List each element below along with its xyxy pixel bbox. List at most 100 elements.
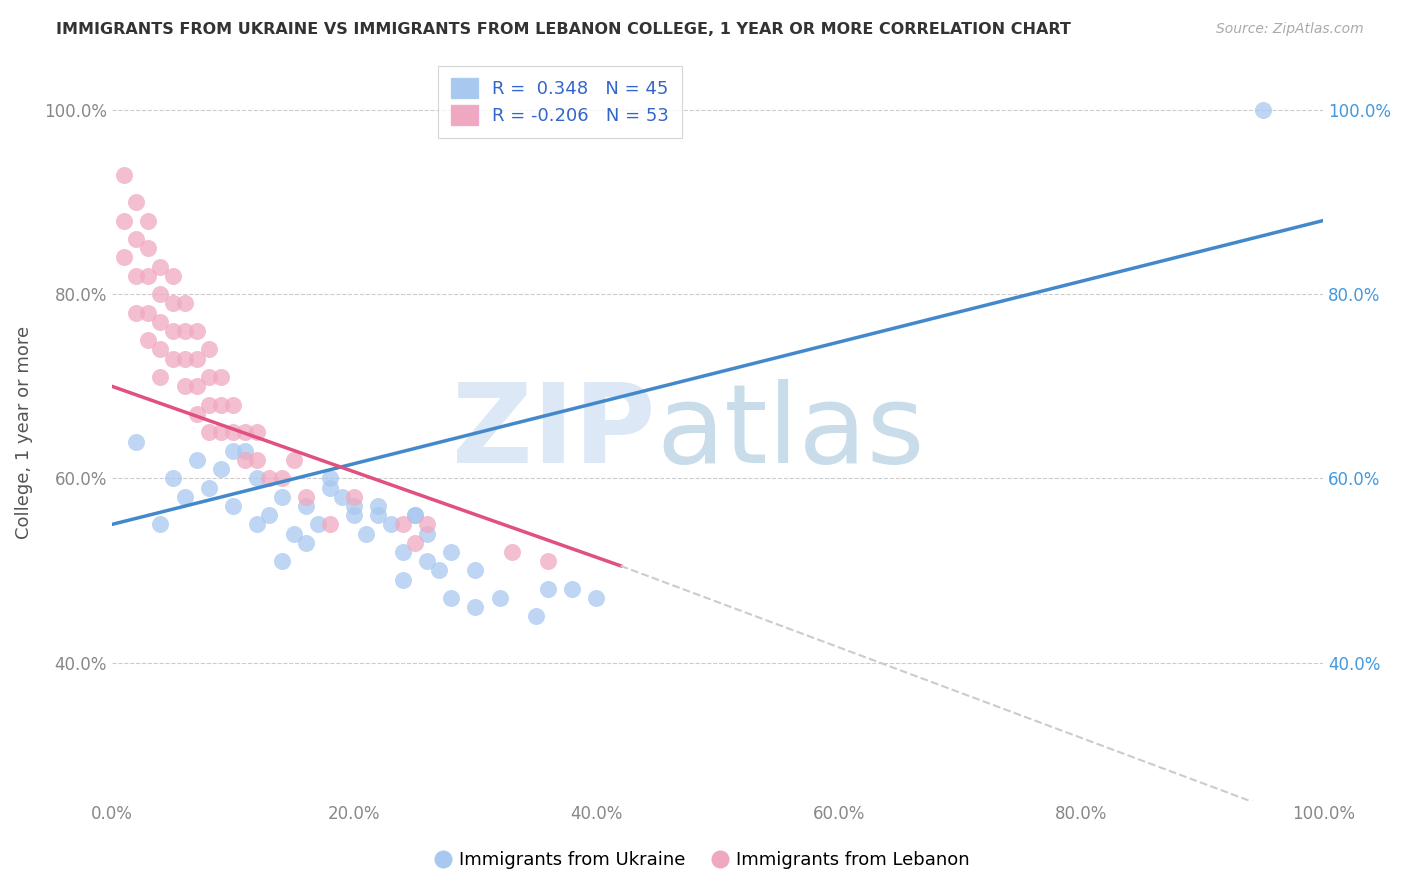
Point [198, 481, 221, 495]
Point [136, 213, 159, 227]
Point [125, 434, 148, 449]
Point [294, 490, 316, 504]
Point [198, 425, 221, 440]
Point [125, 232, 148, 246]
Point [112, 213, 135, 227]
Point [330, 490, 353, 504]
Point [149, 343, 172, 357]
Point [319, 481, 342, 495]
Point [246, 471, 269, 485]
Point [125, 268, 148, 283]
Point [319, 471, 342, 485]
Point [246, 453, 269, 467]
Point [136, 306, 159, 320]
Text: ZIP: ZIP [453, 379, 655, 486]
Point [125, 195, 148, 210]
Point [294, 536, 316, 550]
Point [440, 545, 463, 559]
Y-axis label: College, 1 year or more: College, 1 year or more [15, 326, 32, 539]
Point [198, 370, 221, 384]
Point [222, 499, 245, 513]
Text: IMMIGRANTS FROM UKRAINE VS IMMIGRANTS FROM LEBANON COLLEGE, 1 YEAR OR MORE CORRE: IMMIGRANTS FROM UKRAINE VS IMMIGRANTS FR… [56, 22, 1071, 37]
Point [501, 545, 523, 559]
Point [391, 517, 413, 532]
Point [125, 306, 148, 320]
Point [259, 471, 281, 485]
Point [380, 517, 402, 532]
Text: Source: ZipAtlas.com: Source: ZipAtlas.com [1216, 22, 1364, 37]
Text: atlas: atlas [657, 379, 925, 486]
Point [186, 453, 208, 467]
Point [416, 554, 439, 568]
Point [209, 425, 232, 440]
Point [162, 296, 184, 310]
Point [186, 407, 208, 421]
Point [112, 251, 135, 265]
Point [149, 517, 172, 532]
Point [464, 564, 486, 578]
Point [136, 241, 159, 255]
Point [294, 499, 316, 513]
Point [307, 517, 329, 532]
Point [270, 471, 292, 485]
Point [149, 260, 172, 274]
Point [404, 536, 426, 550]
Point [222, 443, 245, 458]
Point [404, 508, 426, 523]
Point [136, 268, 159, 283]
Point [356, 526, 378, 541]
Point [270, 490, 292, 504]
Point [173, 324, 195, 338]
Point [427, 564, 450, 578]
Point [585, 591, 607, 605]
Point [136, 333, 159, 347]
Point [537, 554, 560, 568]
Point [391, 573, 413, 587]
Point [1251, 103, 1274, 117]
Point [561, 582, 583, 596]
Point [233, 443, 256, 458]
Point [186, 379, 208, 393]
Point [162, 471, 184, 485]
Point [319, 517, 342, 532]
Point [173, 490, 195, 504]
Point [367, 508, 389, 523]
Point [391, 545, 413, 559]
Point [440, 591, 463, 605]
Point [233, 425, 256, 440]
Point [186, 351, 208, 366]
Point [162, 351, 184, 366]
Point [524, 609, 547, 624]
Point [173, 379, 195, 393]
Point [270, 554, 292, 568]
Legend: Immigrants from Ukraine, Immigrants from Lebanon: Immigrants from Ukraine, Immigrants from… [427, 842, 979, 879]
Point [149, 287, 172, 301]
Point [173, 296, 195, 310]
Point [404, 508, 426, 523]
Point [162, 324, 184, 338]
Point [173, 351, 195, 366]
Point [198, 343, 221, 357]
Point [283, 453, 305, 467]
Point [464, 600, 486, 615]
Point [162, 268, 184, 283]
Point [246, 425, 269, 440]
Legend: R =  0.348   N = 45, R = -0.206   N = 53: R = 0.348 N = 45, R = -0.206 N = 53 [439, 66, 682, 138]
Point [186, 324, 208, 338]
Point [222, 425, 245, 440]
Point [222, 398, 245, 412]
Point [209, 398, 232, 412]
Point [198, 398, 221, 412]
Point [416, 517, 439, 532]
Point [343, 499, 366, 513]
Point [537, 582, 560, 596]
Point [416, 526, 439, 541]
Point [246, 517, 269, 532]
Point [209, 370, 232, 384]
Point [209, 462, 232, 476]
Point [343, 508, 366, 523]
Point [343, 490, 366, 504]
Point [259, 508, 281, 523]
Point [488, 591, 510, 605]
Point [149, 315, 172, 329]
